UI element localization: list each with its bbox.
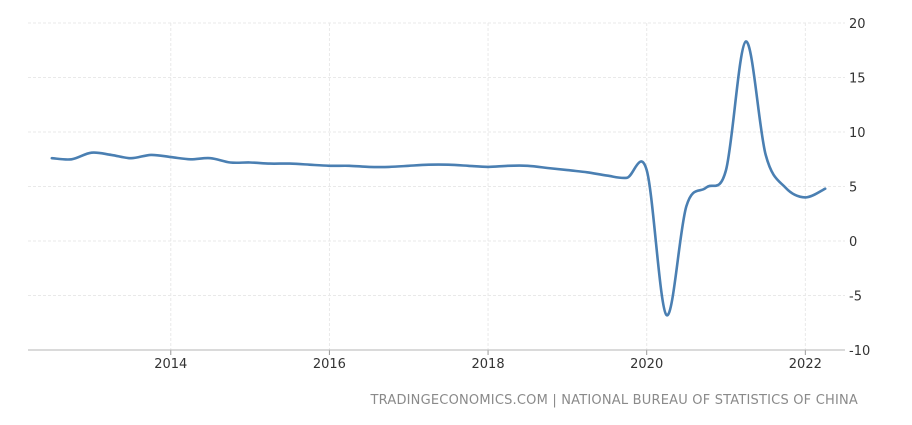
x-tick-label: 2014 (154, 357, 187, 372)
y-tick-label: 5 (849, 181, 857, 196)
x-tick-label: 2016 (313, 357, 346, 372)
series-line (50, 40, 827, 317)
y-tick-label: 20 (849, 17, 866, 32)
axes (28, 349, 845, 355)
x-tick-label: 2018 (472, 357, 505, 372)
y-tick-label: 0 (849, 235, 857, 250)
source-credit: TRADINGECONOMICS.COM | NATIONAL BUREAU O… (370, 393, 858, 408)
y-tick-label: -5 (849, 290, 862, 305)
tick-labels: 20 15 10 5 0 -5 -10 2014 2016 2018 2020 2022 (154, 17, 870, 372)
y-tick-label: 10 (849, 126, 866, 141)
y-tick-label: -10 (849, 344, 870, 359)
x-tick-label: 2020 (630, 357, 663, 372)
x-tick-label: 2022 (789, 357, 822, 372)
gridlines (28, 22, 845, 350)
y-tick-label: 15 (849, 72, 866, 87)
series-layer (50, 40, 827, 317)
